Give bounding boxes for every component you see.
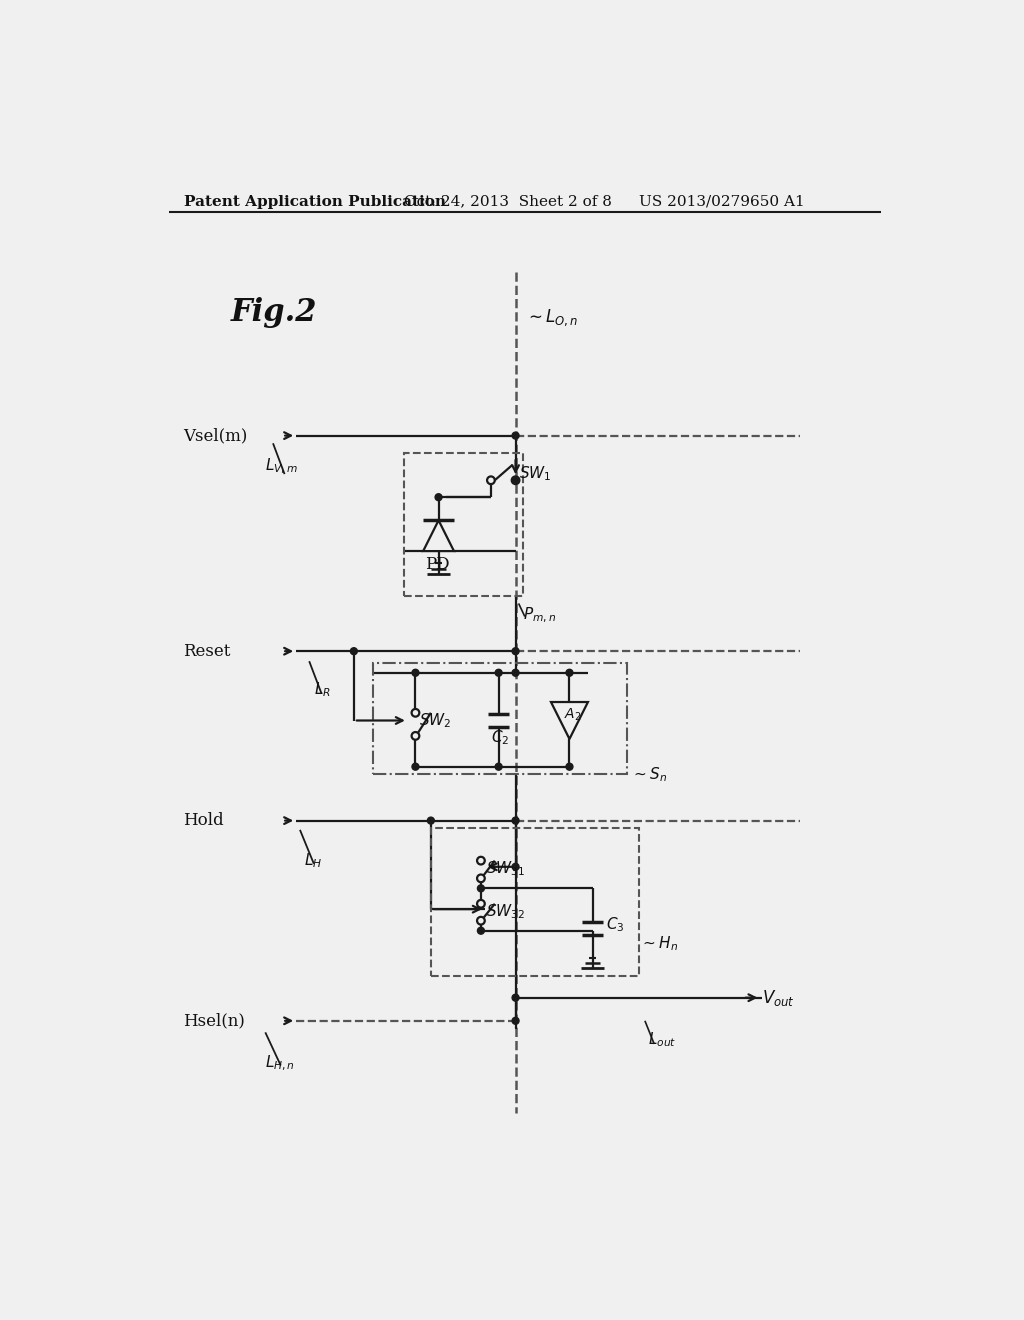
Circle shape <box>566 763 572 770</box>
Bar <box>373 663 628 775</box>
Text: Vsel(m): Vsel(m) <box>183 428 247 444</box>
Circle shape <box>512 477 519 484</box>
Circle shape <box>477 857 484 865</box>
Text: $L_H$: $L_H$ <box>304 851 322 870</box>
Text: $SW_2$: $SW_2$ <box>419 711 452 730</box>
Bar <box>403 453 523 595</box>
Circle shape <box>477 874 484 882</box>
Text: PD: PD <box>425 557 450 573</box>
Circle shape <box>350 648 357 655</box>
Text: Reset: Reset <box>183 643 230 660</box>
Circle shape <box>512 648 519 655</box>
Circle shape <box>427 817 434 824</box>
Circle shape <box>487 477 495 484</box>
Circle shape <box>477 884 484 892</box>
Text: Oct. 24, 2013  Sheet 2 of 8: Oct. 24, 2013 Sheet 2 of 8 <box>403 194 611 209</box>
Text: Hold: Hold <box>183 812 223 829</box>
Circle shape <box>512 432 519 440</box>
Circle shape <box>512 994 519 1001</box>
Text: $\sim L_{O,n}$: $\sim L_{O,n}$ <box>524 308 579 329</box>
Text: $C_2$: $C_2$ <box>490 729 509 747</box>
Circle shape <box>512 477 519 483</box>
Text: US 2013/0279650 A1: US 2013/0279650 A1 <box>639 194 805 209</box>
Circle shape <box>412 763 419 770</box>
Polygon shape <box>423 520 454 552</box>
Circle shape <box>477 900 484 908</box>
Text: $A_2$: $A_2$ <box>564 706 582 722</box>
Text: $SW_1$: $SW_1$ <box>519 465 552 483</box>
Circle shape <box>496 763 502 770</box>
Text: $C_3$: $C_3$ <box>605 915 625 935</box>
Circle shape <box>412 709 419 717</box>
Bar <box>431 829 639 977</box>
Polygon shape <box>551 702 588 739</box>
Circle shape <box>412 669 419 676</box>
Text: Hsel(n): Hsel(n) <box>183 1012 245 1030</box>
Circle shape <box>566 669 572 676</box>
Text: Fig.2: Fig.2 <box>230 297 317 327</box>
Text: $L_R$: $L_R$ <box>313 680 331 700</box>
Text: Patent Application Publication: Patent Application Publication <box>184 194 446 209</box>
Text: $\sim H_n$: $\sim H_n$ <box>640 935 679 953</box>
Circle shape <box>477 927 484 935</box>
Text: $\sim S_n$: $\sim S_n$ <box>631 766 668 784</box>
Circle shape <box>412 733 419 739</box>
Circle shape <box>512 863 519 870</box>
Text: $P_{m,n}$: $P_{m,n}$ <box>523 606 556 624</box>
Circle shape <box>435 494 442 500</box>
Text: $L_{out}$: $L_{out}$ <box>648 1031 676 1049</box>
Text: $L_{V,m}$: $L_{V,m}$ <box>265 457 298 477</box>
Circle shape <box>512 669 519 676</box>
Circle shape <box>477 917 484 924</box>
Circle shape <box>512 817 519 824</box>
Text: $L_{H,n}$: $L_{H,n}$ <box>265 1053 295 1073</box>
Circle shape <box>512 1018 519 1024</box>
Text: $SW_{32}$: $SW_{32}$ <box>485 902 524 921</box>
Circle shape <box>496 669 502 676</box>
Text: $V_{out}$: $V_{out}$ <box>762 987 795 1007</box>
Text: $SW_{31}$: $SW_{31}$ <box>485 859 524 878</box>
